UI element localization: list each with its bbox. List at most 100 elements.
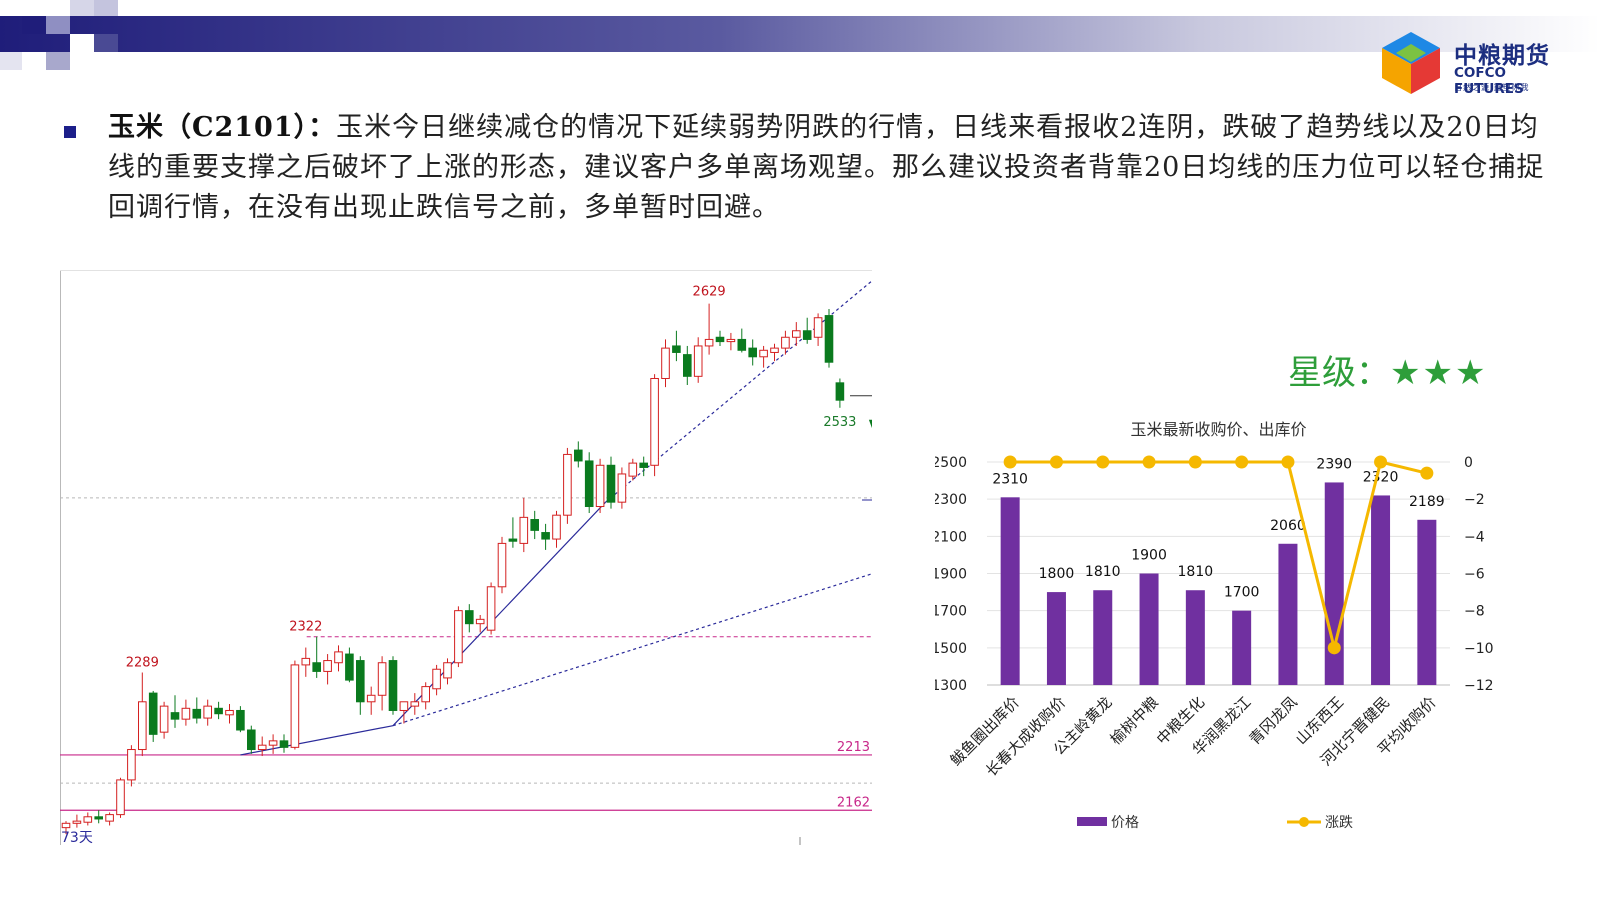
chart-background [60,270,872,845]
candle-body [541,532,550,540]
candle-body [802,330,812,340]
change-point [1235,455,1249,469]
candle-body [127,749,136,781]
y-left-tick: 2100 [935,529,967,545]
candle-body [72,820,82,824]
candle-body [628,462,638,477]
candle-body [726,338,736,343]
change-point [1420,466,1434,480]
candle-body [792,330,801,338]
candle-body [105,814,114,822]
bar-data-label: 1810 [1178,564,1214,580]
candle-body [345,653,354,681]
candle-body [650,377,659,466]
rating-stars: ★★★ [1390,353,1488,393]
y-left-tick: 1700 [935,604,967,620]
candle-body [312,662,321,672]
candle-body [148,692,158,735]
bar [1324,482,1344,685]
candle-body [170,712,180,720]
candle-body [693,345,703,377]
candle-body [519,516,529,544]
analysis-body: 玉米今日继续减仓的情况下延续弱势阴跌的行情，日线来看报收2连阴，跌破了趋势线以及… [108,112,1545,223]
candle-body [813,317,823,338]
change-line [1010,460,1428,649]
candle-body [759,349,768,358]
candle-body [236,709,245,731]
candle-body [247,729,256,751]
bar [1232,610,1252,685]
support-label-2213: 2213 [837,740,870,755]
category-label: 青冈龙凤 [1246,693,1301,748]
legend-bar-label: 价格 [1111,815,1139,831]
bar [1185,590,1205,685]
candle-body [290,664,300,748]
bar-data-label: 1810 [1085,564,1121,580]
change-point [1327,641,1341,655]
rating-label: 星级： [1288,353,1390,393]
candle-body [563,453,572,516]
bar-data-label: 2390 [1316,456,1352,472]
brand-logo: 中粮期货 COFCO FUTURES 自然之源 重塑你我 [1378,30,1578,100]
candle-body [301,657,311,666]
purchase-price-chart: 玉米最新收购价、出库价 1300 1500 1700 1900 2100 2300 2500 −… [935,420,1494,831]
brand-name-cn: 中粮期货 [1454,43,1550,69]
bar [1417,519,1437,685]
legend-line-marker [1299,817,1309,827]
corn-candlestick-chart: 2213 2162 2629 2533 2322 2289 73天 [60,270,872,845]
bar-data-label: 2060 [1270,518,1306,534]
candle-body [737,338,747,351]
candle-body [770,347,779,353]
header-band [0,0,1600,70]
bar-data-label: 2310 [992,471,1028,487]
candle-body [443,662,452,679]
candle-body [214,707,223,715]
change-point [1049,455,1063,469]
y-right-tick: −6 [1464,567,1485,583]
candle-body [410,701,420,707]
candle-body [94,816,104,820]
y-right-tick: −12 [1464,678,1494,694]
y-right-tick: −10 [1464,641,1494,657]
bar [1000,497,1020,685]
down-arrow-head-icon [868,419,872,429]
candle-body [257,744,267,751]
candle-body [465,610,474,625]
candle-body [421,686,430,703]
star-rating: 星级：★★★ [1288,345,1487,394]
candle-body [83,816,93,823]
candle-body [704,338,714,347]
candle-body [268,740,278,746]
candle-body [61,822,71,829]
chart-title: 玉米最新收购价、出库价 [1130,420,1306,439]
candle-body [475,618,485,625]
brand-tagline: 自然之源 重塑你我 [1454,83,1530,92]
candle-body [399,701,409,711]
candle-body [574,449,583,462]
candle-body [748,347,758,358]
candle-body [225,709,234,716]
bar [1278,543,1298,685]
candle-body [639,462,649,468]
days-label: 73天 [61,830,93,845]
high-label-2629: 2629 [693,285,726,300]
candle-body [552,514,561,540]
candle-body [432,668,441,690]
cofco-logo-icon [1382,32,1440,94]
y-right-tick: 0 [1464,455,1473,471]
y-left-tick: 1300 [935,678,967,694]
candle-body [366,694,376,703]
candle-body [203,705,212,719]
y-right-tick: −8 [1464,604,1485,620]
bar-data-label: 1700 [1224,585,1260,601]
bar [1046,592,1066,685]
change-point [1374,455,1388,469]
y-left-tick: 2500 [935,455,967,471]
category-label: 长春大成收购价 [982,693,1069,780]
candle-body [530,519,539,531]
candle-body [323,660,332,672]
legend-line-label: 涨跌 [1325,815,1353,831]
candle-body [334,651,343,664]
candle-body [683,354,692,377]
bar-data-label: 1900 [1131,548,1167,564]
